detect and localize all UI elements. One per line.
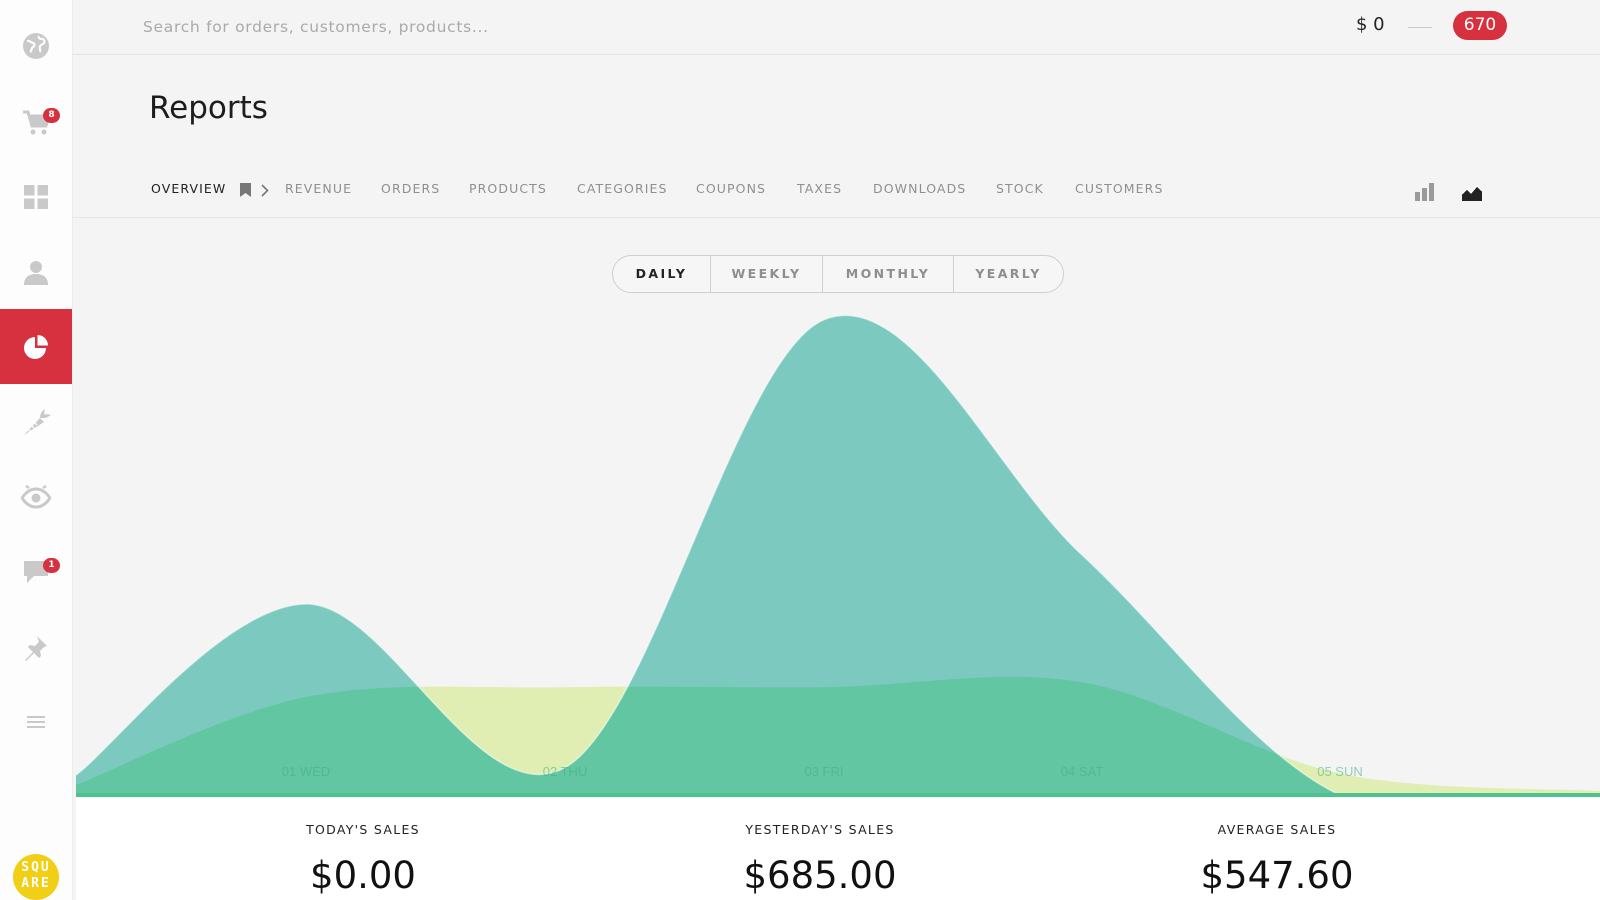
logo-text-bottom: ARE (21, 876, 51, 891)
grid-icon (24, 184, 48, 209)
bar-chart-icon[interactable] (1415, 183, 1435, 201)
tab-revenue[interactable]: REVENUE (285, 181, 353, 196)
chevron-right-icon (261, 184, 269, 197)
page-title: Reports (149, 90, 268, 126)
eye-icon (21, 484, 51, 509)
stat-value-today: $0.00 (310, 854, 416, 897)
x-tick-label: 03 FRI (804, 764, 843, 779)
tab-coupons[interactable]: COUPONS (696, 181, 767, 196)
stat-label-today: TODAY'S SALES (306, 822, 420, 837)
pin-icon (25, 635, 47, 661)
tab-downloads[interactable]: DOWNLOADS (873, 181, 967, 196)
period-yearly-button[interactable]: YEARLY (975, 266, 1042, 281)
globe-icon (23, 32, 49, 59)
menu-icon (27, 715, 45, 728)
sidebar-item-menu[interactable] (0, 684, 72, 759)
x-tick-label: 02 THU (543, 764, 588, 779)
tabs-divider (73, 217, 1600, 218)
topbar-divider (1408, 27, 1432, 28)
stat-value-average: $547.60 (1200, 854, 1354, 897)
top-bar: $ 0 670 (73, 0, 1600, 55)
bookmark-icon[interactable] (240, 183, 251, 197)
tab-overview[interactable]: OVERVIEW (151, 181, 227, 196)
tab-categories[interactable]: CATEGORIES (577, 181, 668, 196)
sidebar-item-reports[interactable] (0, 309, 72, 384)
period-weekly-button[interactable]: WEEKLY (711, 256, 823, 292)
carrot-icon (24, 408, 51, 435)
logo-text-top: SQU (21, 860, 51, 875)
brand-logo[interactable]: SQU ARE (13, 854, 59, 900)
sidebar: 8 1 SQU ARE (0, 0, 73, 900)
period-daily-button[interactable]: DAILY (613, 256, 711, 292)
stat-label-yesterday: YESTERDAY'S SALES (745, 822, 895, 837)
sidebar-item-pins[interactable] (0, 609, 72, 684)
x-tick-label: 04 SAT (1061, 764, 1103, 779)
x-tick-label: 05 SUN (1317, 764, 1363, 779)
area-chart-icon[interactable] (1462, 182, 1482, 202)
cart-badge: 8 (43, 108, 60, 123)
messages-badge: 1 (43, 558, 60, 573)
period-monthly-button[interactable]: MONTHLY (823, 256, 954, 292)
chart-baseline (76, 793, 1600, 797)
tab-orders[interactable]: ORDERS (381, 181, 441, 196)
x-tick-label: 01 WED (282, 764, 330, 779)
sidebar-item-globe[interactable] (0, 8, 72, 83)
pie-chart-icon (24, 334, 48, 359)
sidebar-item-products[interactable] (0, 384, 72, 459)
sidebar-item-dashboard[interactable] (0, 159, 72, 234)
sidebar-item-messages[interactable]: 1 (0, 534, 72, 609)
balance-display: $ 0 (1356, 14, 1385, 35)
tab-stock[interactable]: STOCK (996, 181, 1044, 196)
stat-value-yesterday: $685.00 (743, 854, 897, 897)
stat-label-average: AVERAGE SALES (1217, 822, 1337, 837)
notification-count-badge[interactable]: 670 (1453, 11, 1507, 40)
chart-series-teal-line (75, 314, 1600, 814)
tab-products[interactable]: PRODUCTS (469, 181, 547, 196)
sidebar-item-customers[interactable] (0, 234, 72, 309)
search-input[interactable] (143, 13, 743, 41)
user-icon (24, 260, 48, 285)
chat-icon (24, 560, 48, 583)
stats-panel (76, 797, 1600, 900)
sidebar-item-views[interactable] (0, 459, 72, 534)
tab-taxes[interactable]: TAXES (797, 181, 843, 196)
period-selector: DAILY WEEKLY MONTHLY YEARLY (612, 255, 1064, 293)
sidebar-item-cart[interactable]: 8 (0, 84, 72, 159)
chart-series-teal-area (76, 315, 1600, 813)
tab-customers[interactable]: CUSTOMERS (1075, 181, 1164, 196)
